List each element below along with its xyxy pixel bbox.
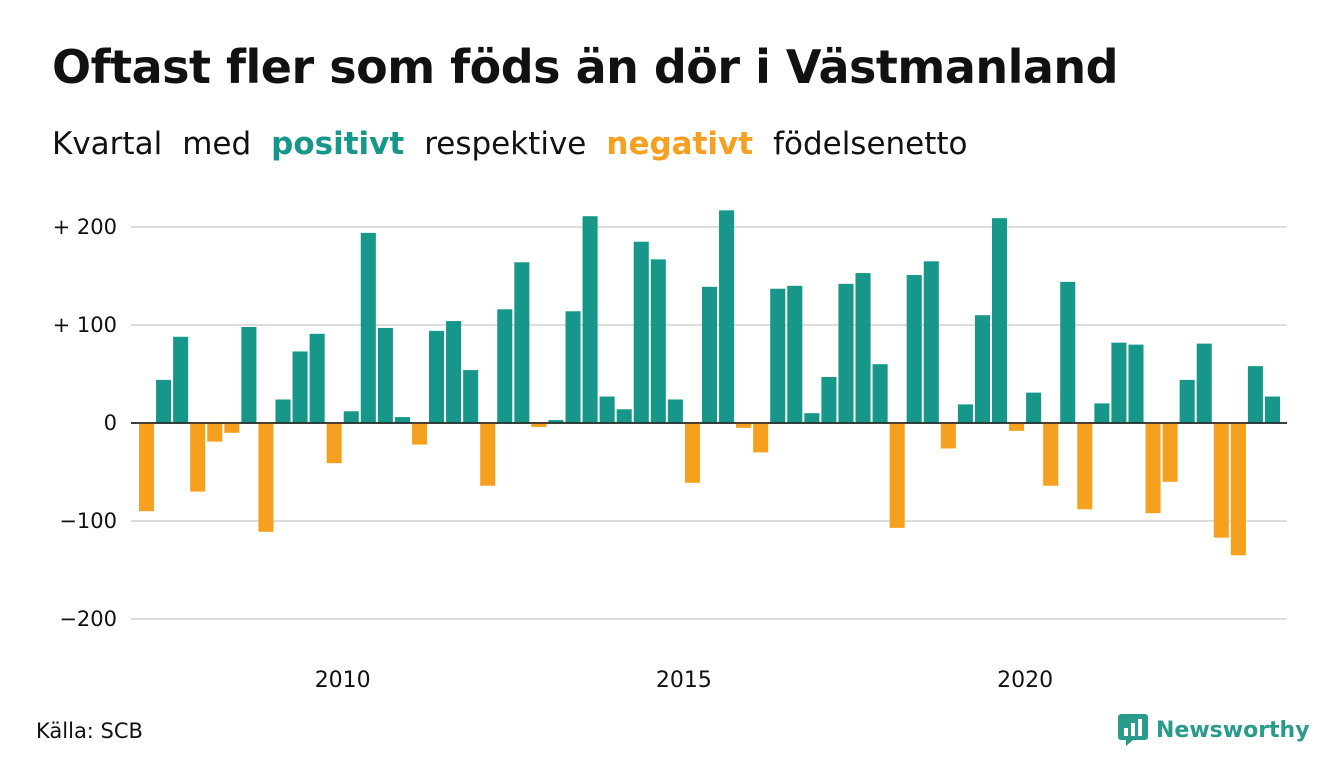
bar-negative: [139, 423, 155, 512]
bar-negative: [940, 423, 956, 449]
bar-positive: [667, 399, 683, 423]
bar-negative: [207, 423, 223, 442]
bar-positive: [463, 370, 479, 423]
bar-negative: [1043, 423, 1059, 486]
bar-negative: [1230, 423, 1246, 556]
bar-negative: [411, 423, 428, 445]
bar-positive: [275, 399, 291, 423]
y-tick-label: −100: [59, 509, 117, 533]
bars: [131, 210, 1287, 556]
bar-positive: [650, 259, 666, 423]
bar-negative: [531, 423, 547, 427]
bar-positive: [1264, 396, 1280, 423]
x-tick-label: 2010: [315, 668, 371, 693]
subtitle: Kvartal med positivt respektive negativt föde…: [52, 126, 988, 162]
bar-negative: [258, 423, 274, 532]
bar-positive: [309, 333, 325, 423]
bar-negative: [1077, 423, 1093, 510]
bar-positive: [872, 364, 888, 423]
brand-name: Newsworthy: [1156, 717, 1310, 743]
subtitle-word: Kvartal: [52, 126, 163, 162]
bar-positive: [616, 409, 632, 423]
bar-positive: [1094, 403, 1110, 423]
bar-positive: [719, 210, 735, 423]
bar-positive: [787, 285, 803, 423]
x-tick-label: 2020: [997, 668, 1053, 693]
bar-positive: [855, 273, 871, 423]
bar-positive: [360, 232, 376, 423]
source-note: Källa: SCB: [36, 719, 143, 743]
page-title: Oftast fler som föds än dör i Västmanlan…: [52, 40, 1119, 94]
bar-positive: [173, 336, 189, 423]
brand-logo: Newsworthy: [1118, 712, 1310, 748]
bar-positive: [974, 315, 990, 423]
bar-positive: [429, 330, 445, 423]
bar-negative: [1213, 423, 1229, 538]
bar-positive: [241, 326, 257, 423]
bar-positive: [582, 216, 598, 423]
newsworthy-logo-icon: [1118, 714, 1148, 746]
bar-positive: [906, 275, 922, 423]
axis-labels: + 200 + 100 0 −100 −200 2010 2015 2020: [53, 215, 1053, 693]
bar-positive: [1247, 366, 1263, 423]
bar-positive: [497, 309, 513, 423]
bar-positive: [1060, 281, 1076, 423]
bar-positive: [394, 417, 410, 423]
bar-positive: [633, 241, 649, 423]
bar-positive: [923, 261, 939, 423]
subtitle-negative: negativt: [606, 126, 754, 162]
subtitle-word: respektive: [424, 126, 587, 162]
subtitle-word: med: [182, 126, 252, 162]
bar-negative: [1009, 423, 1025, 431]
bar-positive: [770, 288, 786, 423]
bar-negative: [224, 423, 240, 433]
y-tick-label: −200: [59, 607, 117, 631]
bar-positive: [1196, 343, 1212, 423]
bar-positive: [804, 413, 820, 423]
y-tick-label: + 200: [53, 215, 117, 239]
y-tick-label: + 100: [53, 313, 117, 337]
subtitle-positive: positivt: [271, 126, 405, 162]
bar-positive: [701, 286, 718, 423]
bar-positive: [565, 311, 581, 423]
bar-positive: [1026, 392, 1042, 423]
bar-positive: [957, 404, 973, 423]
bar-negative: [736, 423, 752, 428]
bar-negative: [684, 423, 700, 483]
bar-positive: [514, 262, 530, 423]
bar-negative: [889, 423, 905, 528]
bar-positive: [1111, 342, 1127, 423]
subtitle-word: födelsenetto: [773, 126, 968, 162]
bar-negative: [1162, 423, 1178, 482]
bar-positive: [821, 376, 837, 423]
bar-negative: [326, 423, 342, 464]
bar-positive: [156, 379, 172, 423]
bar-positive: [599, 396, 615, 423]
bar-negative: [190, 423, 206, 492]
bar-negative: [480, 423, 496, 486]
bar-positive: [991, 218, 1008, 423]
bar-positive: [292, 351, 308, 423]
bar-positive: [377, 327, 393, 423]
bar-positive: [343, 411, 359, 423]
bar-positive: [548, 420, 564, 423]
x-tick-label: 2015: [656, 668, 712, 693]
bar-positive: [1179, 379, 1195, 423]
bar-positive: [1128, 344, 1144, 423]
bar-positive: [446, 321, 462, 423]
bar-negative: [1145, 423, 1161, 514]
y-tick-label: 0: [104, 411, 117, 435]
bar-negative: [753, 423, 769, 453]
bar-positive: [838, 283, 854, 423]
